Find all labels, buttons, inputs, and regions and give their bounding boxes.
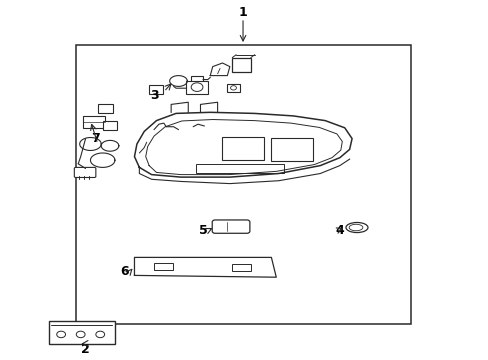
Bar [190, 76, 203, 84]
Bar [102, 121, 117, 130]
Bar [195, 164, 283, 173]
Bar [185, 81, 207, 94]
Bar [83, 116, 105, 128]
Text: 3: 3 [149, 89, 158, 102]
Text: 6: 6 [120, 265, 129, 278]
Text: 5: 5 [198, 224, 207, 237]
Ellipse shape [348, 224, 362, 231]
Bar [154, 263, 172, 270]
Bar [49, 321, 115, 344]
Bar [227, 84, 239, 92]
Text: 1: 1 [238, 6, 247, 19]
Bar [232, 264, 250, 271]
Bar [232, 58, 250, 72]
Bar [149, 85, 163, 94]
Ellipse shape [346, 222, 367, 233]
Text: 7: 7 [91, 132, 100, 145]
FancyBboxPatch shape [212, 220, 249, 233]
Bar [271, 138, 312, 161]
Bar [222, 137, 264, 160]
Bar [98, 104, 113, 113]
Text: 4: 4 [335, 224, 344, 237]
Bar [76, 45, 410, 324]
Text: 2: 2 [81, 343, 90, 356]
FancyBboxPatch shape [74, 167, 96, 177]
